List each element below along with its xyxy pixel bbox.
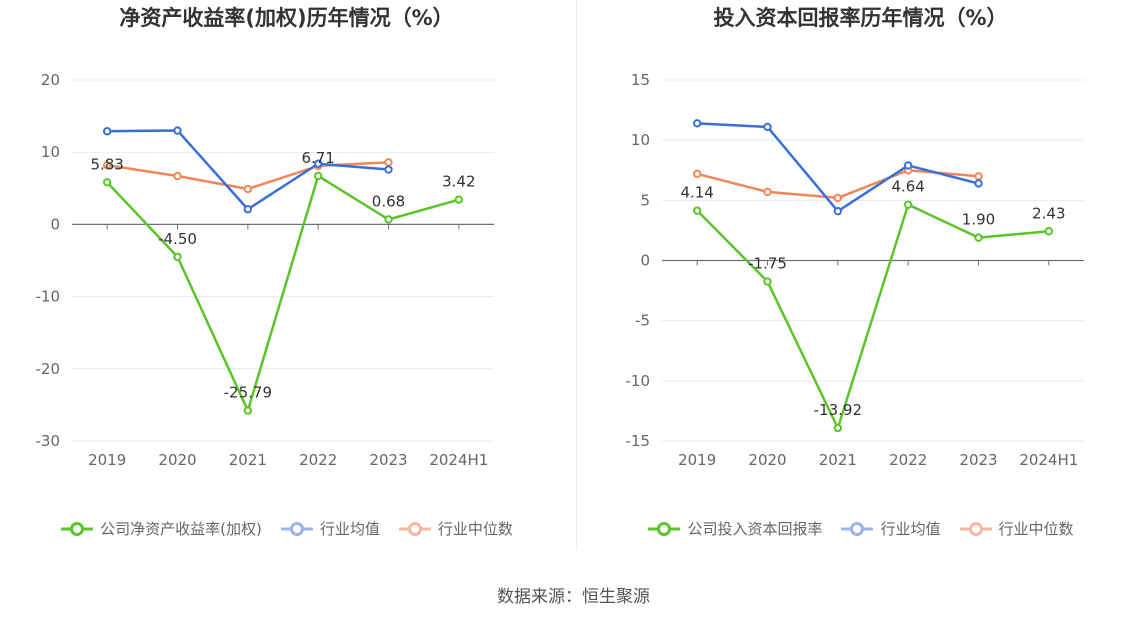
legend: 公司投入资本回报率 行业均值 行业中位数 [574, 518, 1147, 539]
x-tick-label: 2020 [158, 451, 196, 469]
data-point [102, 127, 112, 136]
data-point [173, 171, 182, 181]
data-point [692, 169, 702, 179]
data-point [384, 215, 393, 224]
x-tick-label: 2023 [369, 451, 407, 469]
y-tick-label: -30 [36, 432, 61, 450]
series-line [106, 174, 460, 412]
data-point [763, 122, 772, 132]
data-point [384, 158, 393, 167]
y-tick-label: 0 [50, 215, 60, 233]
legend-label: 行业均值 [319, 520, 380, 538]
data-point [763, 277, 772, 286]
x-tick-label: 2021 [229, 451, 267, 469]
y-tick-label: -10 [36, 288, 61, 306]
data-point [833, 193, 843, 203]
legend-label: 公司投入资本回报率 [687, 520, 823, 538]
panel-divider [576, 0, 577, 550]
data-point [833, 206, 843, 216]
chart-title: 投入资本回报率历年情况（%） [713, 6, 1008, 30]
legend-label: 行业中位数 [998, 520, 1074, 538]
data-label: 5.83 [90, 155, 123, 173]
data-label: 6.71 [301, 149, 334, 167]
chart-title: 净资产收益率(加权)历年情况（%） [119, 6, 454, 30]
legend-label: 行业中位数 [437, 520, 513, 538]
legend-item-company[interactable]: 公司净资产收益率(加权) [60, 518, 262, 539]
series-line [107, 129, 389, 211]
roic-line-chart: 15 10 5 0 -5 -10 -15 2019 2020 2021 2022 2023 2024H1… [626, 71, 1084, 469]
data-label: 3.42 [442, 173, 475, 191]
legend-line-marker-icon [841, 521, 874, 536]
data-point [243, 184, 253, 194]
y-tick-label: -20 [36, 360, 61, 378]
data-label: 4.64 [891, 178, 924, 196]
x-tick-label: 2021 [819, 451, 857, 469]
data-point [833, 423, 843, 433]
legend-line-marker-icon [959, 521, 992, 536]
legend-item-industry-mean[interactable]: 行业均值 [280, 518, 380, 539]
data-point [692, 206, 702, 215]
x-tick-label: 2019 [88, 451, 126, 469]
legend-line-marker-icon [280, 521, 313, 536]
data-label: -4.50 [158, 230, 197, 248]
data-point [313, 171, 323, 181]
data-point [173, 252, 182, 262]
legend-item-company[interactable]: 公司投入资本回报率 [647, 518, 822, 539]
x-tick-label: 2022 [889, 451, 927, 469]
data-point [313, 159, 323, 168]
chart-panel-roic: 投入资本回报率历年情况（%） 15 10 5 0 -5 -10 -15 2019 2020 202… [574, 0, 1147, 560]
legend-label: 行业均值 [880, 520, 941, 538]
x-tick-label: 2019 [678, 451, 716, 469]
x-tick-label: 2022 [299, 451, 337, 469]
data-point [692, 119, 702, 128]
legend-item-industry-mean[interactable]: 行业均值 [840, 518, 941, 539]
data-point [384, 165, 393, 174]
legend-label: 公司净资产收益率(加权) [100, 520, 262, 538]
chart-panel-roe: 净资产收益率(加权)历年情况（%） 20 10 0 -10 -20 -30 2019 2020… [0, 0, 573, 560]
y-tick-label: 20 [41, 71, 60, 89]
data-point [173, 126, 182, 135]
y-tick-label: -10 [626, 372, 651, 390]
y-tick-label: 5 [640, 191, 650, 209]
data-label: 4.14 [680, 184, 713, 202]
data-point [243, 406, 253, 415]
data-label: -25.79 [224, 384, 272, 402]
legend-item-industry-median[interactable]: 行业中位数 [398, 518, 513, 539]
x-tick-label: 2024H1 [1019, 451, 1078, 469]
legend: 公司净资产收益率(加权) 行业均值 行业中位数 [0, 518, 573, 539]
legend-line-marker-icon [648, 521, 681, 536]
y-tick-label: 0 [640, 252, 650, 270]
legend-line-marker-icon [61, 521, 94, 536]
data-point [243, 205, 253, 214]
x-tick-label: 2023 [959, 451, 997, 469]
data-source-note: 数据来源：恒生聚源 [497, 587, 650, 607]
y-tick-label: -15 [626, 432, 651, 450]
y-tick-label: 15 [631, 71, 650, 89]
y-tick-label: -5 [635, 312, 650, 330]
data-point [102, 178, 112, 187]
y-tick-label: 10 [41, 143, 60, 161]
data-point [102, 160, 112, 170]
legend-item-industry-median[interactable]: 行业中位数 [959, 518, 1074, 539]
data-point [1044, 227, 1054, 236]
x-tick-label: 2024H1 [429, 451, 488, 469]
x-tick-label: 2020 [748, 451, 786, 469]
series-line [696, 203, 1049, 430]
data-label: 1.90 [962, 211, 995, 229]
data-point [903, 161, 913, 170]
data-point [454, 195, 464, 204]
data-label: -1.75 [748, 255, 787, 273]
data-point [763, 187, 772, 197]
data-label: -13.92 [814, 401, 862, 419]
roe-line-chart: 20 10 0 -10 -20 -30 2019 2020 2021 2022 2023 2024H1… [36, 71, 494, 469]
y-tick-label: 10 [631, 131, 650, 149]
data-point [974, 179, 983, 188]
legend-line-marker-icon [398, 521, 431, 536]
data-label: 0.68 [372, 192, 405, 210]
data-label: 2.43 [1032, 204, 1065, 222]
data-point [903, 200, 913, 209]
data-point [974, 172, 983, 181]
data-point [974, 233, 983, 242]
